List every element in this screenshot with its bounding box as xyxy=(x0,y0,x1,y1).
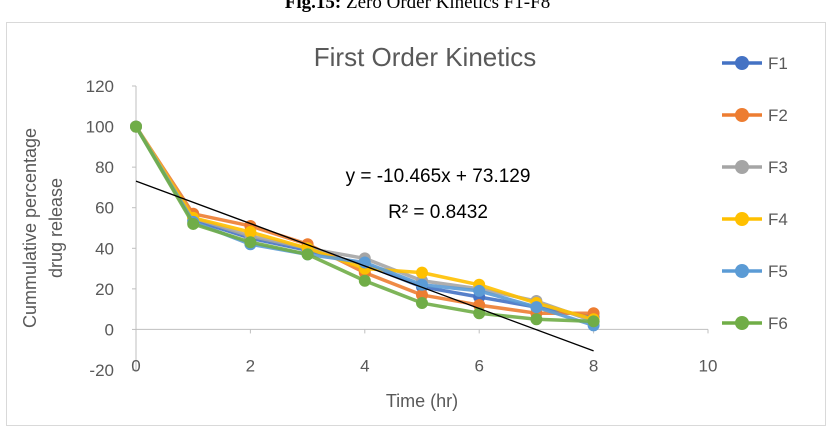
x-tick-label: 4 xyxy=(360,356,369,375)
x-tick-label: 6 xyxy=(474,356,483,375)
legend-label: F5 xyxy=(768,262,788,281)
chart-title: First Order Kinetics xyxy=(314,42,537,72)
legend-label: F2 xyxy=(768,106,788,125)
series-point-f5 xyxy=(530,301,542,313)
x-tick-label: 8 xyxy=(589,356,598,375)
series-point-f4 xyxy=(416,267,428,279)
legend-item-f6: F6 xyxy=(722,314,788,333)
y-tick-label: 60 xyxy=(95,199,114,218)
chart-legend: F1 F2 F3 F4 F5 F6 xyxy=(722,54,788,333)
legend-item-f5: F5 xyxy=(722,262,788,281)
y-tick-label: 0 xyxy=(105,320,114,339)
y-axis-label-line2: drug release xyxy=(46,178,66,278)
x-tick-label: 10 xyxy=(699,356,718,375)
legend-item-f3: F3 xyxy=(722,158,788,177)
legend-marker xyxy=(735,316,749,330)
series-point-f6 xyxy=(416,297,428,309)
legend-marker xyxy=(735,264,749,278)
y-tick-label: 120 xyxy=(86,77,114,96)
legend-marker xyxy=(735,108,749,122)
chart-axes: -20 0 20 40 60 80 100 120 0 2 4 6 8 10 xyxy=(86,77,718,380)
trendline-line xyxy=(136,181,594,351)
legend-label: F6 xyxy=(768,314,788,333)
chart-trendline xyxy=(136,181,594,351)
series-point-f6 xyxy=(187,218,199,230)
x-tick-label: 0 xyxy=(131,356,140,375)
series-point-f6 xyxy=(302,248,314,260)
series-point-f6 xyxy=(130,121,142,133)
legend-label: F4 xyxy=(768,210,788,229)
y-tick-label: 40 xyxy=(95,239,114,258)
y-tick-label: 100 xyxy=(86,118,114,137)
series-point-f6 xyxy=(244,236,256,248)
series-point-f6 xyxy=(588,315,600,327)
series-point-f6 xyxy=(359,275,371,287)
trendline-equation: y = -10.465x + 73.129 xyxy=(346,166,531,187)
legend-item-f1: F1 xyxy=(722,54,788,73)
legend-label: F3 xyxy=(768,158,788,177)
x-axis-label: Time (hr) xyxy=(386,391,458,411)
chart-series xyxy=(130,121,600,332)
x-tick-label: 2 xyxy=(246,356,255,375)
legend-label: F1 xyxy=(768,54,788,73)
legend-item-f4: F4 xyxy=(722,210,788,229)
y-axis-label-line1: Cummulative percentage xyxy=(20,128,40,328)
y-axis-label: Cummulative percentage drug release xyxy=(20,128,66,328)
series-point-f5 xyxy=(473,285,485,297)
legend-marker xyxy=(735,212,749,226)
trendline-r2: R² = 0.8432 xyxy=(388,202,488,223)
y-tick-label: 80 xyxy=(95,158,114,177)
legend-marker xyxy=(735,56,749,70)
legend-item-f2: F2 xyxy=(722,106,788,125)
y-tick-label: -20 xyxy=(89,361,114,380)
series-point-f6 xyxy=(530,313,542,325)
legend-marker xyxy=(735,160,749,174)
y-tick-label: 20 xyxy=(95,280,114,299)
